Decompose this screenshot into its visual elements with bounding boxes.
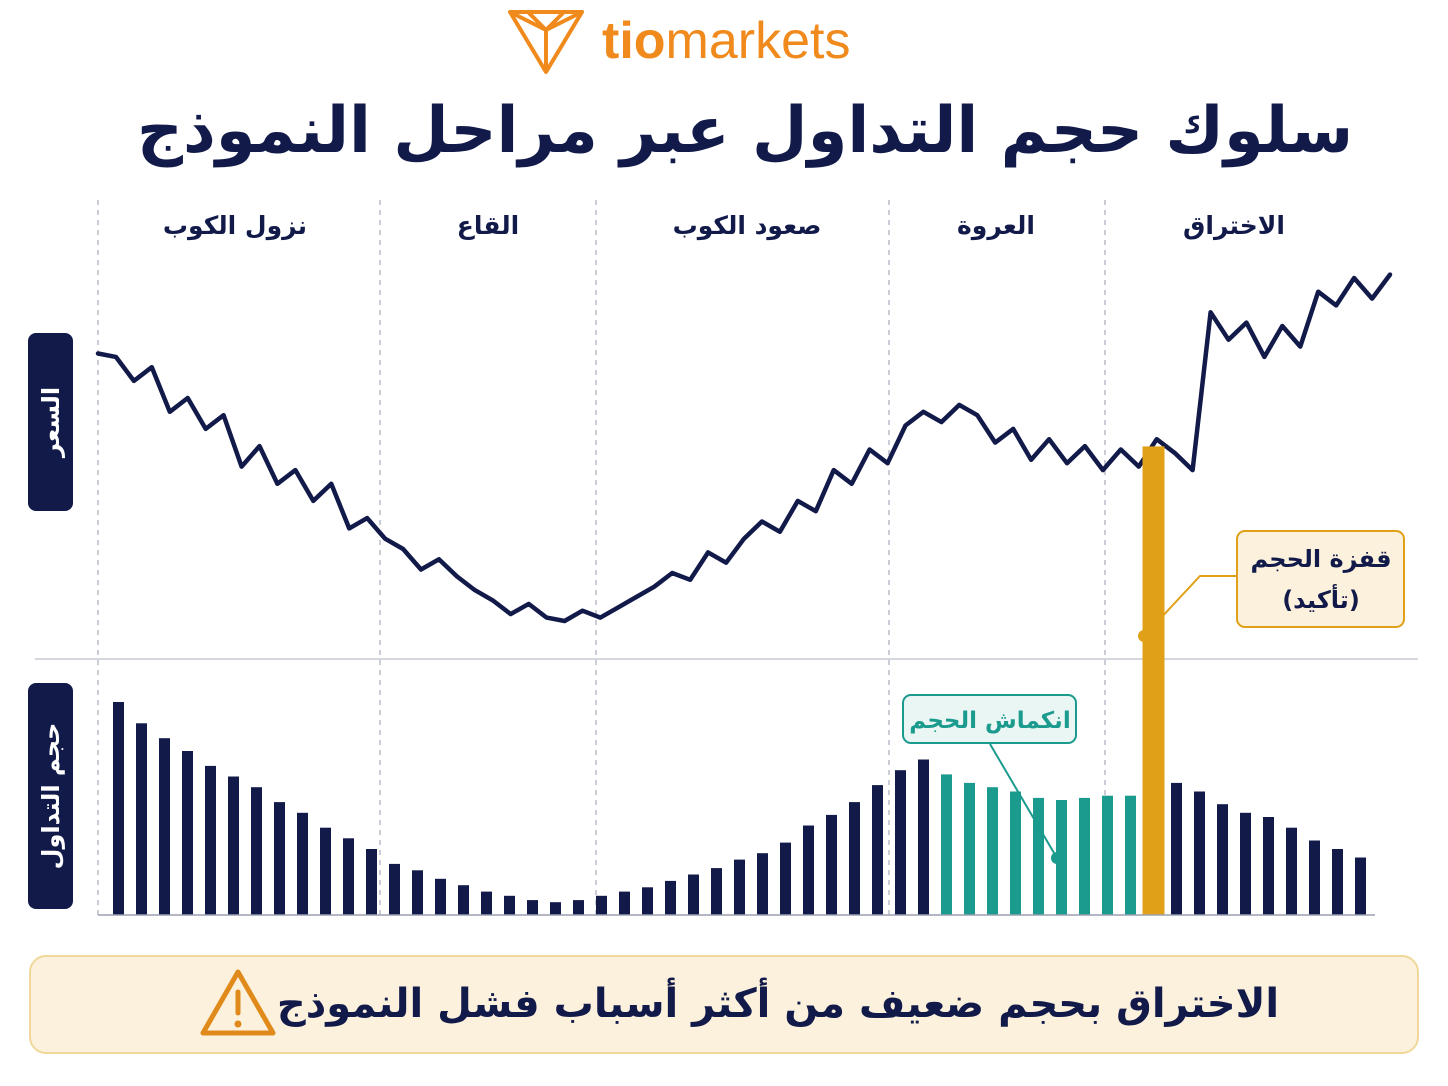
volume-bar [1010, 791, 1021, 915]
phase-label-cup-ascent: صعود الكوب [673, 211, 822, 241]
phase-label-handle: العروة [957, 211, 1035, 241]
volume-bar [619, 891, 630, 915]
price-axis-label: السعر [28, 333, 73, 511]
volume-bar [872, 785, 883, 915]
volume-spike-callout: قفزة الحجم (تأكيد) [1138, 530, 1405, 642]
volume-bar [1079, 797, 1090, 915]
phase-label-breakout: الاختراق [1183, 211, 1285, 241]
volume-bar [435, 878, 446, 915]
volume-bar [757, 853, 768, 915]
volume-axis-pill [28, 683, 73, 909]
volume-bar [182, 751, 193, 915]
phase-label-cup-descent: نزول الكوب [163, 211, 307, 241]
volume-bar [941, 774, 952, 915]
volume-bar [987, 787, 998, 915]
price-axis-text: السعر [37, 387, 65, 458]
volume-bar [964, 782, 975, 915]
volume-bar [1263, 817, 1274, 915]
volume-bar [1355, 857, 1366, 915]
volume-bar [826, 814, 837, 915]
volume-bar [136, 723, 147, 915]
volume-spike-bar [1142, 446, 1165, 915]
volume-spike-leader [1143, 575, 1238, 637]
volume-bar [366, 849, 377, 915]
price-axis-pill [28, 333, 73, 511]
volume-bar [688, 874, 699, 915]
phase-label-bottom: القاع [457, 211, 519, 240]
volume-bar [918, 759, 929, 915]
volume-bar [849, 802, 860, 915]
volume-spike-box [1236, 530, 1405, 628]
volume-bars [113, 446, 1366, 915]
volume-bar [1171, 782, 1182, 915]
warning-box [29, 955, 1419, 1054]
brand-name-tio: tio [602, 12, 666, 70]
volume-bar [527, 900, 538, 915]
volume-contraction-box [902, 694, 1077, 744]
volume-bar [1194, 791, 1205, 915]
warning-text: الاختراق بحجم ضعيف من أكثر أسباب فشل الن… [277, 977, 1279, 1027]
page-title: سلوك حجم التداول عبر مراحل النموذج [137, 94, 1353, 168]
volume-bar [458, 885, 469, 915]
warning-triangle-icon [200, 969, 276, 1036]
brand-logo: tiomarkets [508, 10, 850, 74]
volume-bar [159, 738, 170, 915]
volume-bar [343, 838, 354, 915]
volume-bar [803, 825, 814, 915]
volume-axis-text: حجم التداول [37, 723, 65, 870]
volume-bar [504, 895, 515, 915]
volume-bar [1033, 797, 1044, 915]
volume-bar [780, 842, 791, 915]
volume-bar [251, 787, 262, 915]
volume-bar [895, 770, 906, 915]
brand-name-markets: markets [666, 12, 851, 70]
volume-spike-dot [1138, 630, 1150, 642]
volume-bar [297, 812, 308, 915]
phase-dividers [97, 200, 1106, 915]
svg-text:tiomarkets: tiomarkets [602, 12, 850, 70]
volume-bar [596, 895, 607, 915]
volume-bar [573, 900, 584, 915]
volume-axis-label: حجم التداول [28, 683, 73, 909]
volume-contraction-label: انكماش الحجم [909, 708, 1070, 734]
volume-bar [1332, 849, 1343, 915]
tio-logo-gem-icon [508, 10, 584, 74]
volume-bar [642, 887, 653, 915]
volume-bar [1217, 804, 1228, 915]
volume-bar [481, 891, 492, 915]
volume-bar [1125, 795, 1136, 915]
volume-bar [274, 802, 285, 915]
volume-spike-confirm-label: (تأكيد) [1282, 584, 1360, 614]
volume-bar [412, 870, 423, 915]
volume-bar [113, 702, 124, 915]
volume-bar [205, 765, 216, 915]
volume-spike-label: قفزة الحجم [1250, 545, 1391, 573]
volume-bar [1309, 840, 1320, 915]
volume-bar [1286, 827, 1297, 915]
volume-bar [1240, 812, 1251, 915]
volume-contraction-dot [1051, 852, 1063, 864]
warning-banner: الاختراق بحجم ضعيف من أكثر أسباب فشل الن… [29, 955, 1419, 1054]
volume-contraction-leader [989, 743, 1058, 859]
volume-bar [320, 827, 331, 915]
volume-bar [1102, 795, 1113, 915]
price-line [95, 272, 1393, 624]
volume-contraction-callout: انكماش الحجم [902, 694, 1077, 864]
volume-bar [228, 776, 239, 915]
volume-bar [389, 863, 400, 915]
volume-bar [665, 880, 676, 915]
phase-labels: نزول الكوب القاع صعود الكوب العروة الاخت… [163, 211, 1285, 241]
volume-bar [734, 859, 745, 915]
volume-bar [711, 868, 722, 915]
volume-bar [550, 902, 561, 915]
